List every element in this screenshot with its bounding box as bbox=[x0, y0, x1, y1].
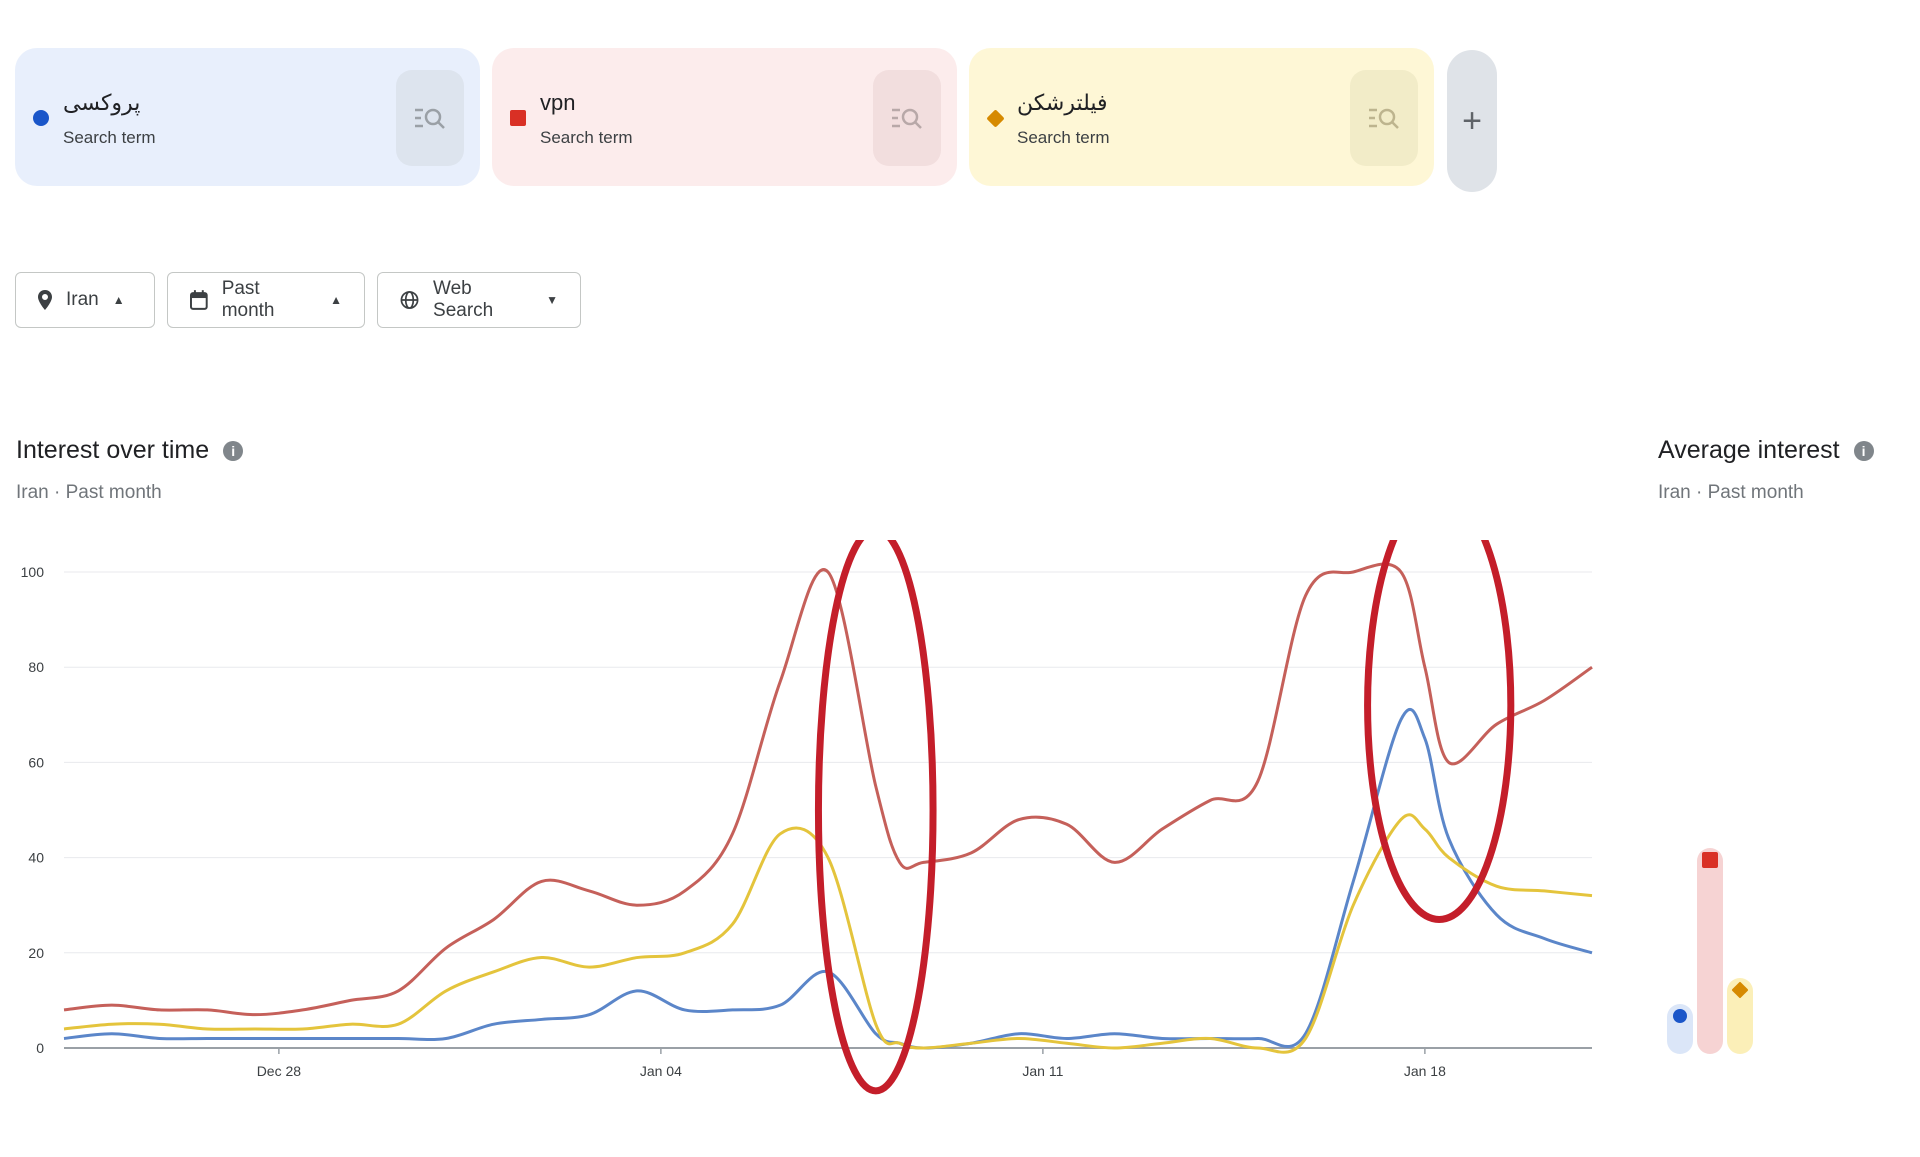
caret-up-icon: ▲ bbox=[330, 293, 342, 307]
interest-title-text: Interest over time bbox=[16, 436, 210, 464]
series-blue-circle-icon bbox=[33, 110, 49, 126]
average-interest-chart bbox=[1667, 848, 1753, 1054]
interest-title: Interest over time i bbox=[16, 436, 244, 465]
period-filter[interactable]: Past month ▲ bbox=[167, 272, 365, 328]
add-term-button[interactable]: + bbox=[1447, 50, 1497, 192]
caret-up-icon: ▲ bbox=[112, 293, 125, 307]
search-terms-row: پروکسی Search term vpn Search term فیلتر… bbox=[15, 48, 1434, 186]
series-line-1 bbox=[63, 562, 1593, 1017]
search-type-filter[interactable]: Web Search ▼ bbox=[377, 272, 581, 328]
y-tick-label: 0 bbox=[36, 1040, 44, 1056]
info-icon[interactable]: i bbox=[223, 440, 244, 461]
search-list-icon bbox=[415, 108, 445, 129]
search-list-icon bbox=[892, 108, 922, 129]
term-name: vpn bbox=[540, 90, 576, 115]
term-search-button[interactable] bbox=[1350, 70, 1418, 166]
series-red-square-icon bbox=[510, 110, 526, 126]
y-tick-label: 20 bbox=[28, 945, 44, 961]
average-title-text: Average interest bbox=[1658, 436, 1840, 464]
info-icon[interactable]: i bbox=[1853, 440, 1874, 461]
average-bar-2 bbox=[1727, 978, 1753, 1054]
average-subtitle: Iran · Past month bbox=[1658, 482, 1804, 503]
series-line-2 bbox=[63, 813, 1593, 1054]
y-tick-label: 100 bbox=[21, 564, 45, 580]
search-list-icon bbox=[1369, 108, 1399, 129]
calendar-icon bbox=[190, 290, 208, 310]
interest-subtitle: Iran · Past month bbox=[16, 482, 162, 503]
location-pin-icon bbox=[38, 290, 52, 310]
average-bar-1 bbox=[1697, 848, 1723, 1054]
x-tick-label: Jan 11 bbox=[1022, 1063, 1063, 1079]
average-marker-2 bbox=[1731, 981, 1749, 999]
term-card-proxy[interactable]: پروکسی Search term bbox=[15, 48, 480, 186]
term-type: Search term bbox=[1017, 128, 1110, 147]
term-type: Search term bbox=[540, 128, 633, 147]
highlight-ellipse-1 bbox=[1364, 540, 1515, 923]
y-tick-label: 80 bbox=[28, 659, 44, 675]
average-title: Average interest i bbox=[1658, 436, 1874, 465]
y-tick-label: 40 bbox=[28, 850, 44, 866]
plus-icon: + bbox=[1462, 101, 1482, 140]
y-tick-label: 60 bbox=[28, 754, 44, 770]
x-tick-label: Jan 04 bbox=[640, 1063, 682, 1079]
average-marker-1 bbox=[1702, 852, 1718, 868]
term-card-vpn[interactable]: vpn Search term bbox=[492, 48, 957, 186]
region-filter[interactable]: Iran ▲ bbox=[15, 272, 155, 328]
average-marker-0 bbox=[1673, 1009, 1687, 1023]
series-line-0 bbox=[63, 708, 1593, 1050]
term-search-button[interactable] bbox=[873, 70, 941, 166]
term-name: فیلترشکن bbox=[1017, 90, 1108, 115]
filters-row: Iran ▲ Past month ▲ Web Search ▼ bbox=[15, 272, 581, 328]
region-label: Iran bbox=[66, 289, 99, 310]
term-name: پروکسی bbox=[63, 90, 141, 115]
term-search-button[interactable] bbox=[396, 70, 464, 166]
x-tick-label: Dec 28 bbox=[257, 1063, 302, 1079]
x-tick-label: Jan 18 bbox=[1404, 1063, 1446, 1079]
series-yellow-diamond-icon bbox=[986, 109, 1005, 128]
globe-icon bbox=[400, 291, 419, 309]
term-card-filtershekan[interactable]: فیلترشکن Search term bbox=[969, 48, 1434, 186]
term-type: Search term bbox=[63, 128, 156, 147]
search-type-label: Web Search bbox=[433, 278, 494, 321]
caret-down-icon: ▼ bbox=[546, 293, 558, 307]
interest-over-time-chart: 0 20 40 60 80 100 Dec 28 Jan 04 Jan 11 Jan 18 bbox=[21, 540, 1593, 1095]
period-label: Past month bbox=[221, 278, 275, 321]
highlight-ellipse-0 bbox=[814, 540, 937, 1095]
